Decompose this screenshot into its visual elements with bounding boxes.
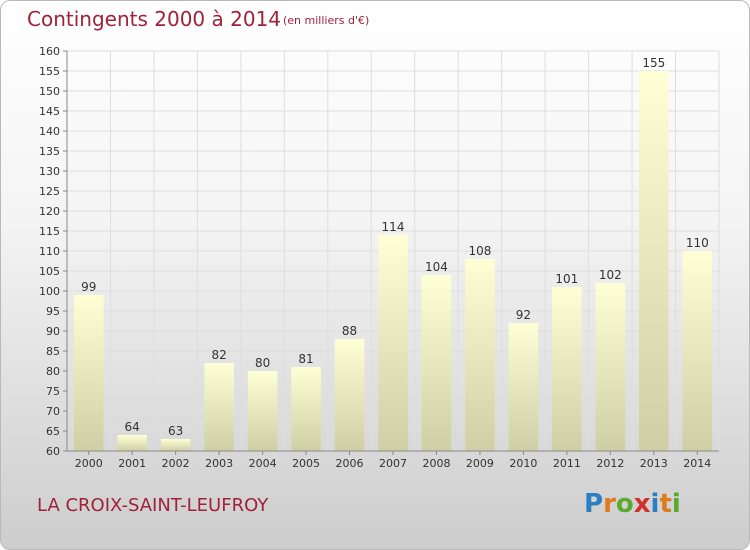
- bar: [204, 363, 234, 451]
- x-tick-label: 2007: [379, 457, 407, 470]
- y-tick-label: 150: [39, 85, 60, 98]
- y-tick-label: 65: [46, 425, 60, 438]
- logo-letter: i: [671, 489, 681, 519]
- y-tick-label: 140: [39, 125, 60, 138]
- y-tick-label: 90: [46, 325, 60, 338]
- logo-letter: o: [615, 489, 634, 519]
- chart-subtitle: (en milliers d'€): [283, 14, 370, 27]
- value-label: 110: [686, 236, 709, 250]
- labels: 60 65 70 75 80 85 90 95 100 105 110 115 120 125 130 135…: [39, 45, 711, 470]
- logo-letter: t: [659, 489, 672, 519]
- bars: [73, 71, 713, 451]
- y-tick-label: 85: [46, 345, 60, 358]
- value-label: 155: [642, 56, 665, 70]
- value-label: 63: [168, 424, 183, 438]
- chart-title: Contingents 2000 à 2014: [27, 7, 282, 31]
- x-tick-label: 2003: [205, 457, 233, 470]
- x-tick-label: 2000: [75, 457, 103, 470]
- value-label: 99: [81, 280, 96, 294]
- y-tick-label: 95: [46, 305, 60, 318]
- value-label: 101: [555, 272, 578, 286]
- bar: [595, 283, 626, 451]
- y-tick-label: 60: [46, 445, 60, 458]
- value-label: 81: [298, 352, 313, 366]
- y-tick-label: 130: [39, 165, 60, 178]
- bar: [117, 435, 147, 451]
- axes: [63, 50, 719, 455]
- x-tick-label: 2005: [292, 457, 320, 470]
- bar: [552, 287, 582, 451]
- value-label: 88: [342, 324, 357, 338]
- commune-name: LA CROIX-SAINT-LEUFROY: [37, 495, 269, 516]
- x-tick-label: 2002: [162, 457, 190, 470]
- x-tick-label: 2014: [683, 457, 711, 470]
- x-tick-label: 2004: [249, 457, 277, 470]
- bar: [508, 323, 539, 451]
- x-tick-label: 2001: [118, 457, 146, 470]
- y-tick-label: 105: [39, 265, 60, 278]
- x-tick-label: 2006: [336, 457, 364, 470]
- value-label: 108: [468, 244, 491, 258]
- y-tick-label: 125: [39, 185, 60, 198]
- bar: [639, 71, 669, 451]
- x-tick-label: 2012: [596, 457, 624, 470]
- bar: [682, 251, 713, 451]
- y-tick-label: 160: [39, 45, 60, 58]
- bar: [465, 259, 495, 451]
- proxiti-logo: Proxiti: [584, 489, 681, 519]
- value-label: 114: [382, 220, 405, 234]
- y-tick-label: 155: [39, 65, 60, 78]
- bar: [334, 339, 365, 451]
- bar: [160, 439, 191, 451]
- y-tick-label: 70: [46, 405, 60, 418]
- x-tick-label: 2010: [509, 457, 537, 470]
- y-tick-label: 145: [39, 105, 60, 118]
- x-tick-label: 2013: [640, 457, 668, 470]
- logo-letter: P: [584, 489, 604, 519]
- x-tick-label: 2009: [466, 457, 494, 470]
- x-tick-label: 2011: [553, 457, 581, 470]
- y-tick-label: 115: [39, 225, 60, 238]
- value-label: 64: [125, 420, 140, 434]
- y-tick-label: 75: [46, 385, 60, 398]
- y-tick-label: 120: [39, 205, 60, 218]
- bar: [247, 371, 278, 451]
- y-tick-label: 80: [46, 365, 60, 378]
- x-tick-label: 2008: [422, 457, 450, 470]
- y-tick-label: 110: [39, 245, 60, 258]
- value-label: 92: [516, 308, 531, 322]
- value-label: 82: [211, 348, 226, 362]
- bar: [291, 367, 321, 451]
- bar: [378, 235, 408, 451]
- logo-letter: x: [633, 489, 651, 519]
- y-tick-label: 135: [39, 145, 60, 158]
- value-label: 80: [255, 356, 270, 370]
- y-tick-label: 100: [39, 285, 60, 298]
- value-label: 104: [425, 260, 448, 274]
- bar: [73, 295, 104, 451]
- logo-letter: r: [603, 489, 616, 519]
- bar: [421, 275, 452, 451]
- logo-letter: i: [650, 489, 660, 519]
- value-label: 102: [599, 268, 622, 282]
